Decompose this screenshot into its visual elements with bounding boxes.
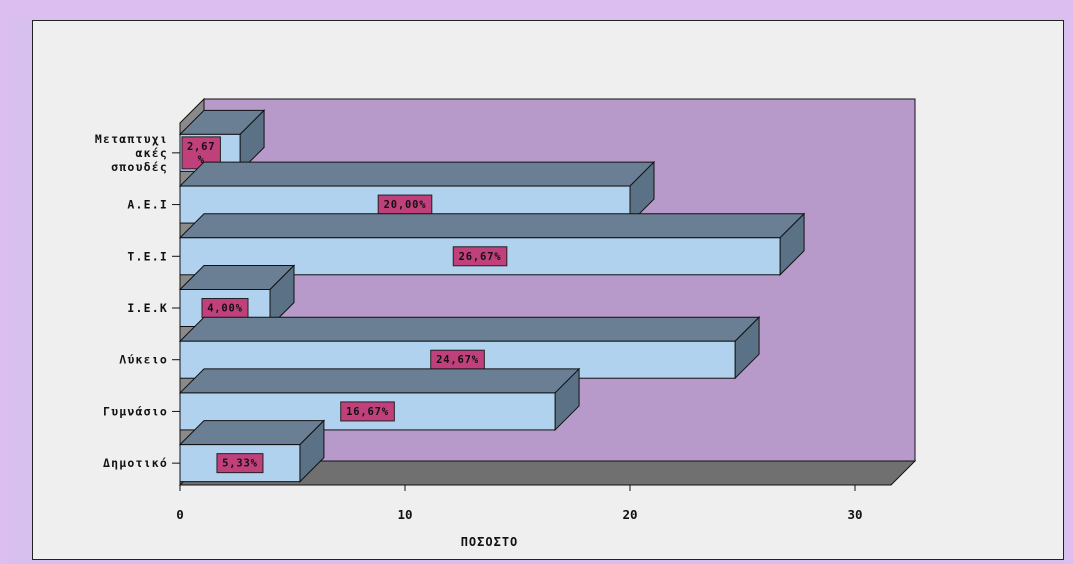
- x-tick-label: 0: [176, 507, 184, 522]
- bar-top-face: [178, 213, 806, 239]
- bar-top-face: [178, 161, 656, 187]
- y-category-label: Τ.Ε.Ι: [127, 249, 168, 263]
- data-label: %: [198, 154, 205, 166]
- x-axis-title: ΠΟΣΟΣΤΟ: [461, 535, 519, 549]
- y-category-label: Λύκειο: [119, 353, 168, 367]
- y-category-label: Μεταπτυχι: [95, 132, 168, 146]
- x-tick-label: 20: [622, 507, 637, 522]
- y-category-label: Ι.Ε.Κ: [127, 301, 168, 315]
- data-label: 4,00%: [207, 303, 243, 315]
- y-category-label: σπουδές: [111, 160, 168, 174]
- data-label: 16,67%: [346, 406, 389, 418]
- data-label: 24,67%: [436, 354, 479, 366]
- data-label-box: [216, 453, 264, 474]
- data-label-box: [340, 401, 395, 422]
- data-label-box: [452, 246, 508, 267]
- data-label: 26,67%: [459, 251, 502, 263]
- bar-top-face: [178, 316, 761, 342]
- y-category-label: Α.Ε.Ι: [127, 198, 168, 212]
- x-tick-label: 10: [397, 507, 412, 522]
- y-category-label: Γυμνάσιο: [103, 404, 168, 418]
- y-category-label: ακές: [136, 146, 169, 160]
- data-label: 5,33%: [222, 458, 258, 470]
- bar-top-face: [178, 368, 581, 394]
- data-label: 2,67: [187, 141, 216, 153]
- y-category-label: Δημοτικό: [103, 456, 168, 470]
- x-tick-label: 30: [847, 507, 862, 522]
- data-label: 20,00%: [384, 199, 427, 211]
- bar-top-face: [178, 420, 326, 446]
